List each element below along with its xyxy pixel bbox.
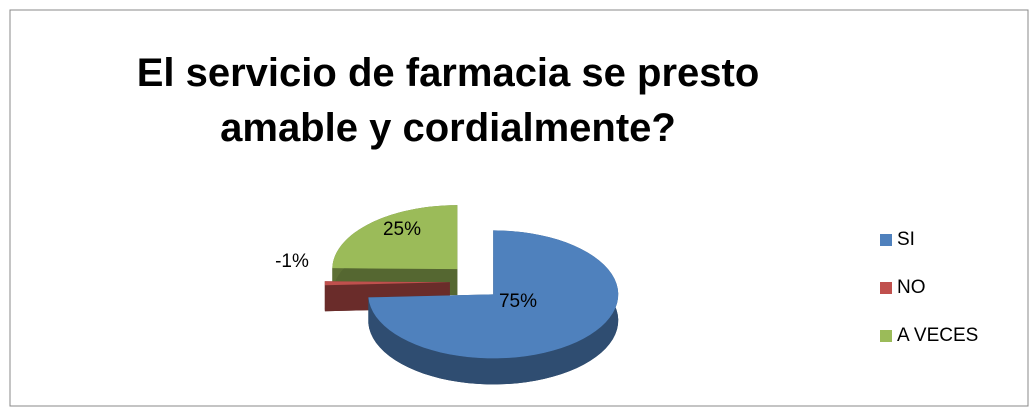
data-label: -1%	[275, 251, 309, 272]
data-label: 75%	[499, 291, 537, 312]
legend-label: NO	[897, 277, 926, 298]
chart-title: El servicio de farmacia se presto amable …	[137, 51, 760, 150]
pie-slice	[324, 281, 450, 286]
legend-swatch	[880, 282, 892, 294]
pie-slice	[332, 205, 458, 270]
data-label: 25%	[383, 219, 421, 240]
legend-swatch	[880, 330, 892, 342]
pie-slice	[368, 230, 619, 359]
title-line: El servicio de farmacia se presto	[137, 51, 760, 95]
legend-swatch	[880, 234, 892, 246]
legend-label: A VECES	[897, 325, 978, 346]
title-line: amable y cordialmente?	[220, 106, 676, 150]
legend-label: SI	[897, 229, 915, 250]
pie-slice-group	[368, 230, 619, 385]
